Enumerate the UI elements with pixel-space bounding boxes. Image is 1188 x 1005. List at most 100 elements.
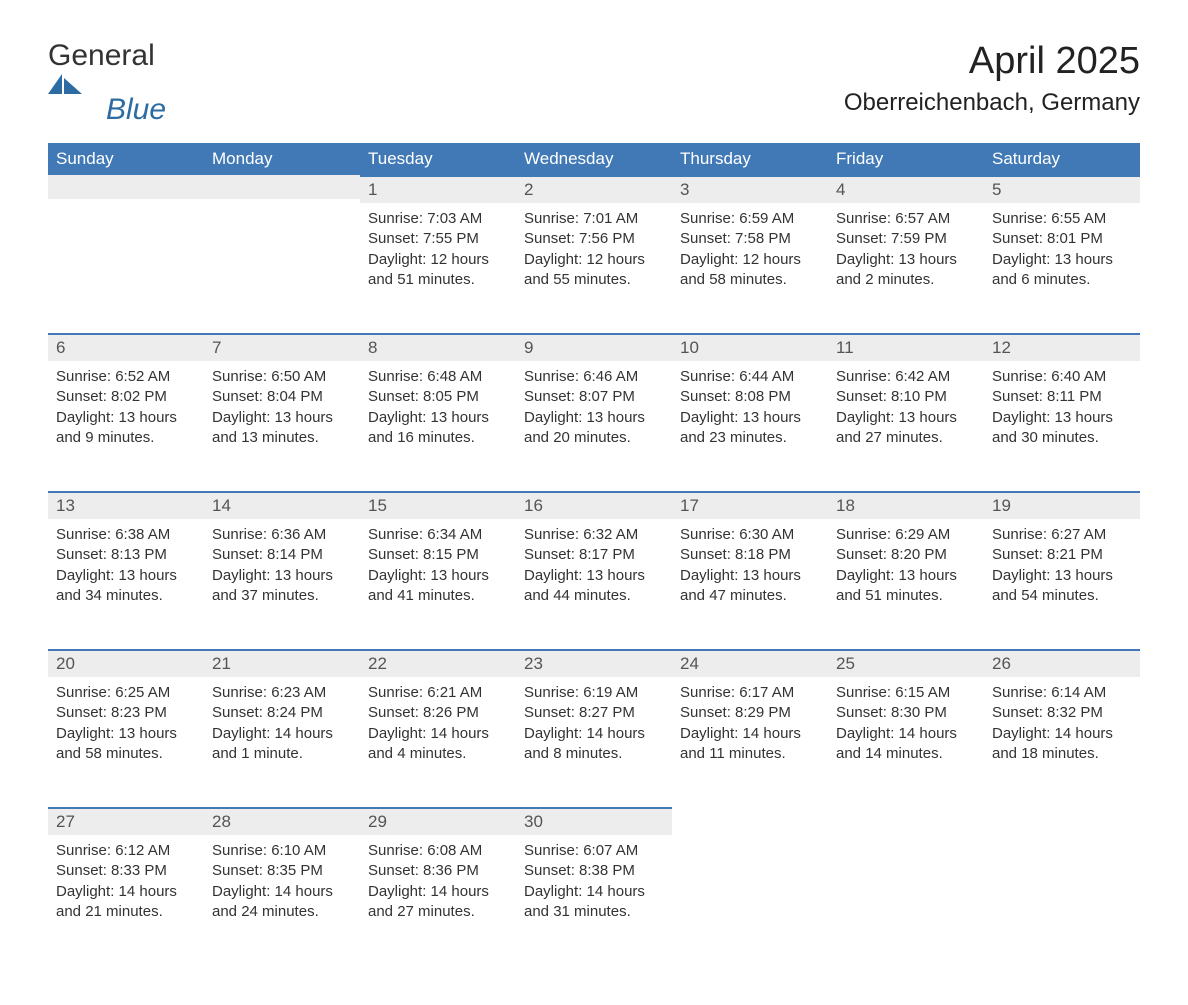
day-number: 30 xyxy=(516,807,672,835)
day-data: Sunrise: 6:52 AMSunset: 8:02 PMDaylight:… xyxy=(48,361,204,472)
sunrise: Sunrise: 6:07 AM xyxy=(524,841,664,861)
day-data: Sunrise: 6:32 AMSunset: 8:17 PMDaylight:… xyxy=(516,519,672,630)
daylight: Daylight: 13 hours and 54 minutes. xyxy=(992,566,1132,607)
calendar-cell: Sunrise: 6:42 AMSunset: 8:10 PMDaylight:… xyxy=(828,361,984,491)
calendar-cell: Sunrise: 6:59 AMSunset: 7:58 PMDaylight:… xyxy=(672,203,828,333)
sunrise: Sunrise: 6:38 AM xyxy=(56,525,196,545)
day-data: Sunrise: 6:10 AMSunset: 8:35 PMDaylight:… xyxy=(204,835,360,946)
daylight: Daylight: 13 hours and 41 minutes. xyxy=(368,566,508,607)
calendar-cell: Sunrise: 6:15 AMSunset: 8:30 PMDaylight:… xyxy=(828,677,984,807)
weekday-header: Thursday xyxy=(672,143,828,175)
day-data: Sunrise: 6:12 AMSunset: 8:33 PMDaylight:… xyxy=(48,835,204,946)
day-data: Sunrise: 6:15 AMSunset: 8:30 PMDaylight:… xyxy=(828,677,984,788)
daylight: Daylight: 14 hours and 11 minutes. xyxy=(680,724,820,765)
empty-day xyxy=(828,807,984,831)
location: Oberreichenbach, Germany xyxy=(844,89,1140,117)
day-data: Sunrise: 6:14 AMSunset: 8:32 PMDaylight:… xyxy=(984,677,1140,788)
daylight: Daylight: 14 hours and 31 minutes. xyxy=(524,882,664,923)
calendar-cell: Sunrise: 6:08 AMSunset: 8:36 PMDaylight:… xyxy=(360,835,516,965)
sunrise: Sunrise: 6:27 AM xyxy=(992,525,1132,545)
day-data: Sunrise: 6:50 AMSunset: 8:04 PMDaylight:… xyxy=(204,361,360,472)
sunset: Sunset: 8:30 PM xyxy=(836,703,976,723)
daylight: Daylight: 13 hours and 37 minutes. xyxy=(212,566,352,607)
day-number: 11 xyxy=(828,333,984,361)
sunrise: Sunrise: 6:34 AM xyxy=(368,525,508,545)
sunrise: Sunrise: 6:12 AM xyxy=(56,841,196,861)
calendar-cell: Sunrise: 6:21 AMSunset: 8:26 PMDaylight:… xyxy=(360,677,516,807)
day-data: Sunrise: 6:57 AMSunset: 7:59 PMDaylight:… xyxy=(828,203,984,314)
sunrise: Sunrise: 6:14 AM xyxy=(992,683,1132,703)
calendar-cell: Sunrise: 6:57 AMSunset: 7:59 PMDaylight:… xyxy=(828,203,984,333)
sunset: Sunset: 8:20 PM xyxy=(836,545,976,565)
daylight: Daylight: 13 hours and 51 minutes. xyxy=(836,566,976,607)
sunset: Sunset: 8:35 PM xyxy=(212,861,352,881)
daylight: Daylight: 13 hours and 20 minutes. xyxy=(524,408,664,449)
day-number: 24 xyxy=(672,649,828,677)
sunset: Sunset: 8:21 PM xyxy=(992,545,1132,565)
sunrise: Sunrise: 6:08 AM xyxy=(368,841,508,861)
sunset: Sunset: 8:23 PM xyxy=(56,703,196,723)
calendar-cell: Sunrise: 7:03 AMSunset: 7:55 PMDaylight:… xyxy=(360,203,516,333)
day-data: Sunrise: 6:19 AMSunset: 8:27 PMDaylight:… xyxy=(516,677,672,788)
sunrise: Sunrise: 6:48 AM xyxy=(368,367,508,387)
calendar-cell: Sunrise: 6:25 AMSunset: 8:23 PMDaylight:… xyxy=(48,677,204,807)
sunset: Sunset: 8:13 PM xyxy=(56,545,196,565)
day-data: Sunrise: 6:07 AMSunset: 8:38 PMDaylight:… xyxy=(516,835,672,946)
day-number: 1 xyxy=(360,175,516,203)
sunrise: Sunrise: 6:46 AM xyxy=(524,367,664,387)
daylight: Daylight: 13 hours and 44 minutes. xyxy=(524,566,664,607)
day-data: Sunrise: 6:55 AMSunset: 8:01 PMDaylight:… xyxy=(984,203,1140,314)
sunset: Sunset: 8:17 PM xyxy=(524,545,664,565)
logo-text: General Blue xyxy=(48,40,166,125)
day-number: 20 xyxy=(48,649,204,677)
weekday-header: Wednesday xyxy=(516,143,672,175)
day-data: Sunrise: 6:21 AMSunset: 8:26 PMDaylight:… xyxy=(360,677,516,788)
title-block: April 2025 Oberreichenbach, Germany xyxy=(844,40,1140,117)
calendar-cell: Sunrise: 6:12 AMSunset: 8:33 PMDaylight:… xyxy=(48,835,204,965)
calendar-cell: Sunrise: 6:46 AMSunset: 8:07 PMDaylight:… xyxy=(516,361,672,491)
daylight: Daylight: 14 hours and 18 minutes. xyxy=(992,724,1132,765)
weekday-header: Monday xyxy=(204,143,360,175)
daylight: Daylight: 13 hours and 47 minutes. xyxy=(680,566,820,607)
day-number: 12 xyxy=(984,333,1140,361)
calendar-cell: Sunrise: 6:32 AMSunset: 8:17 PMDaylight:… xyxy=(516,519,672,649)
sunset: Sunset: 7:56 PM xyxy=(524,229,664,249)
logo: General Blue xyxy=(48,40,166,125)
empty-day xyxy=(672,807,828,831)
daylight: Daylight: 13 hours and 13 minutes. xyxy=(212,408,352,449)
empty-day xyxy=(48,175,204,199)
daylight: Daylight: 13 hours and 2 minutes. xyxy=(836,250,976,291)
sunrise: Sunrise: 6:30 AM xyxy=(680,525,820,545)
day-data: Sunrise: 7:01 AMSunset: 7:56 PMDaylight:… xyxy=(516,203,672,314)
sunrise: Sunrise: 6:40 AM xyxy=(992,367,1132,387)
empty-day xyxy=(204,175,360,199)
sunrise: Sunrise: 6:29 AM xyxy=(836,525,976,545)
sunset: Sunset: 8:05 PM xyxy=(368,387,508,407)
day-number: 27 xyxy=(48,807,204,835)
sunset: Sunset: 8:24 PM xyxy=(212,703,352,723)
sunrise: Sunrise: 6:59 AM xyxy=(680,209,820,229)
day-data: Sunrise: 6:38 AMSunset: 8:13 PMDaylight:… xyxy=(48,519,204,630)
calendar-cell: Sunrise: 6:17 AMSunset: 8:29 PMDaylight:… xyxy=(672,677,828,807)
calendar-cell: Sunrise: 7:01 AMSunset: 7:56 PMDaylight:… xyxy=(516,203,672,333)
sunset: Sunset: 8:14 PM xyxy=(212,545,352,565)
day-data: Sunrise: 6:23 AMSunset: 8:24 PMDaylight:… xyxy=(204,677,360,788)
calendar-cell: Sunrise: 6:07 AMSunset: 8:38 PMDaylight:… xyxy=(516,835,672,965)
daylight: Daylight: 13 hours and 6 minutes. xyxy=(992,250,1132,291)
sunset: Sunset: 8:29 PM xyxy=(680,703,820,723)
sunset: Sunset: 8:11 PM xyxy=(992,387,1132,407)
calendar-cell: Sunrise: 6:10 AMSunset: 8:35 PMDaylight:… xyxy=(204,835,360,965)
daylight: Daylight: 14 hours and 14 minutes. xyxy=(836,724,976,765)
sunrise: Sunrise: 7:03 AM xyxy=(368,209,508,229)
day-data: Sunrise: 6:29 AMSunset: 8:20 PMDaylight:… xyxy=(828,519,984,630)
calendar-cell: Sunrise: 6:29 AMSunset: 8:20 PMDaylight:… xyxy=(828,519,984,649)
calendar-cell: Sunrise: 6:36 AMSunset: 8:14 PMDaylight:… xyxy=(204,519,360,649)
daylight: Daylight: 14 hours and 21 minutes. xyxy=(56,882,196,923)
logo-mark-icon xyxy=(48,72,166,94)
sunset: Sunset: 8:38 PM xyxy=(524,861,664,881)
calendar-cell xyxy=(48,203,204,333)
daylight: Daylight: 13 hours and 9 minutes. xyxy=(56,408,196,449)
day-data: Sunrise: 6:17 AMSunset: 8:29 PMDaylight:… xyxy=(672,677,828,788)
daylight: Daylight: 12 hours and 55 minutes. xyxy=(524,250,664,291)
daylight: Daylight: 13 hours and 34 minutes. xyxy=(56,566,196,607)
